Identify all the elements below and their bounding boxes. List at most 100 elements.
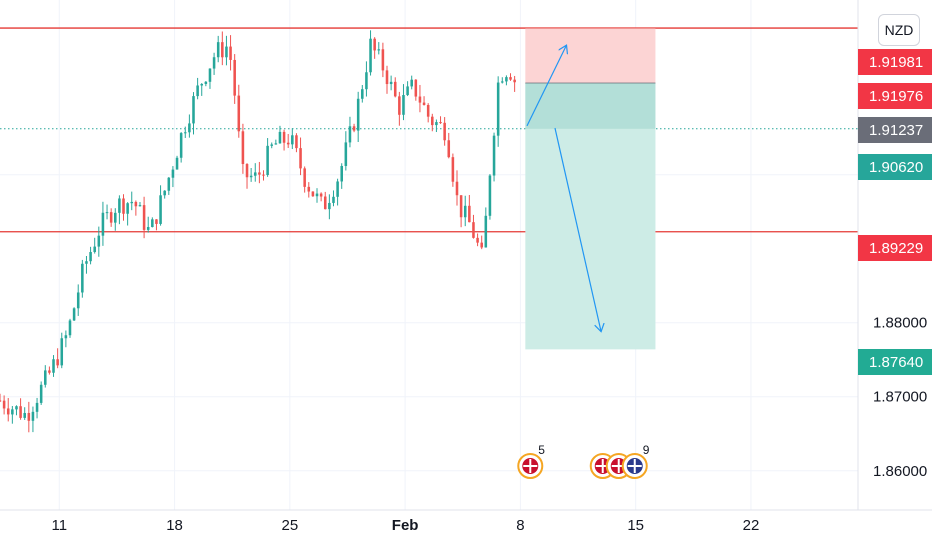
- candle-body: [505, 77, 508, 82]
- short-position-tool[interactable]: [525, 28, 656, 350]
- candle-body: [192, 96, 195, 124]
- candle-body: [233, 59, 236, 96]
- candle-body: [270, 144, 274, 146]
- candle-body: [167, 177, 171, 191]
- price-tag-label: 1.91237: [869, 122, 923, 139]
- price-tags: 1.91981 1.91976 1.91237 1.90620 1.89229 1.876…: [858, 49, 932, 375]
- candle-body: [422, 102, 426, 105]
- price-tag-label: 1.87640: [869, 354, 923, 371]
- candle-body: [44, 370, 47, 385]
- price-tick-label: 1.87000: [873, 389, 927, 406]
- candle-body: [2, 400, 6, 409]
- currency-label[interactable]: NZD: [878, 14, 920, 46]
- date-tick-label: 8: [516, 517, 524, 534]
- candle-body: [340, 165, 343, 182]
- projection-arrows[interactable]: [526, 45, 601, 332]
- candle-body: [398, 96, 401, 115]
- candle-body: [286, 142, 290, 145]
- candle-body: [39, 384, 43, 403]
- candle-body: [410, 79, 413, 87]
- candle-body: [225, 46, 228, 58]
- price-tag: [858, 154, 932, 180]
- candle-body: [274, 143, 278, 145]
- candle-body: [60, 338, 64, 366]
- candle-body: [179, 133, 183, 158]
- candle-body: [459, 195, 463, 218]
- candle-body: [15, 406, 18, 410]
- candle-body: [266, 145, 269, 176]
- time-axis[interactable]: 11 18 25 Feb 8 15 22: [51, 517, 759, 534]
- candle-body: [295, 135, 298, 149]
- candle-body: [253, 172, 257, 176]
- price-tick-label: 1.88000: [873, 315, 927, 332]
- price-tag: [858, 117, 932, 143]
- price-tag-label: 1.90620: [869, 159, 923, 176]
- candle-body: [414, 79, 418, 97]
- candle-body: [216, 42, 220, 58]
- candle-body: [72, 308, 76, 321]
- date-tick-label: Feb: [392, 517, 419, 534]
- candle-body: [0, 400, 2, 402]
- candle-body: [435, 122, 438, 126]
- candle-body: [19, 406, 22, 418]
- candle-body: [393, 81, 397, 97]
- candle-body: [447, 140, 451, 158]
- candle-body: [204, 81, 208, 84]
- candle-body: [439, 122, 442, 124]
- candlestick-series: [0, 30, 516, 433]
- candle-body: [114, 212, 117, 223]
- candle-body: [31, 411, 35, 421]
- candle-body: [159, 195, 162, 224]
- candle-body: [299, 148, 302, 169]
- candle-body: [451, 157, 455, 182]
- price-tag-label: 1.91981: [869, 54, 923, 71]
- candle-body: [365, 72, 368, 90]
- candle-body: [468, 205, 471, 223]
- price-tag-label: 1.91976: [869, 88, 923, 105]
- candle-body: [249, 175, 253, 178]
- candle-body: [52, 359, 55, 373]
- candle-body: [480, 242, 483, 248]
- candle-body: [188, 123, 191, 133]
- filled-profit-zone: [525, 83, 656, 129]
- candle-body: [352, 126, 356, 131]
- candle-body: [356, 98, 360, 131]
- arrow-down: [554, 127, 601, 332]
- candle-body: [142, 205, 146, 230]
- candle-body: [278, 131, 282, 144]
- candle-body: [89, 252, 92, 262]
- candle-body: [151, 219, 154, 228]
- candle-body: [109, 212, 113, 223]
- candle-body: [245, 164, 249, 178]
- candle-body: [463, 205, 467, 218]
- candle-body: [315, 193, 319, 197]
- candle-body: [155, 219, 158, 224]
- candle-body: [221, 42, 224, 58]
- stop-loss-zone: [525, 28, 656, 84]
- candle-body: [171, 169, 175, 178]
- candle-body: [484, 215, 488, 248]
- candle-body: [101, 212, 105, 236]
- candle-body: [385, 70, 389, 85]
- candle-body: [377, 49, 381, 51]
- date-tick-label: 22: [743, 517, 760, 534]
- candle-body: [418, 96, 422, 103]
- candle-body: [138, 205, 142, 207]
- candle-body: [118, 198, 121, 213]
- candle-body: [11, 409, 14, 415]
- candle-body: [496, 82, 500, 136]
- price-tag: [858, 83, 932, 109]
- candle-body: [68, 320, 72, 336]
- candle-body: [402, 95, 405, 115]
- price-tag: [858, 235, 932, 261]
- arrow-up: [526, 45, 567, 127]
- candle-body: [476, 237, 479, 243]
- candle-body: [492, 135, 496, 176]
- candle-body: [6, 408, 10, 415]
- candle-body: [200, 83, 204, 86]
- candle-body: [373, 38, 376, 51]
- candle-body: [196, 85, 199, 97]
